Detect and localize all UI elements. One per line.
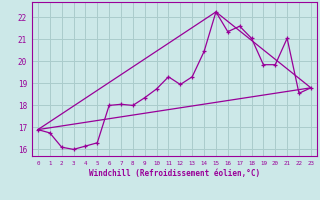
X-axis label: Windchill (Refroidissement éolien,°C): Windchill (Refroidissement éolien,°C) (89, 169, 260, 178)
